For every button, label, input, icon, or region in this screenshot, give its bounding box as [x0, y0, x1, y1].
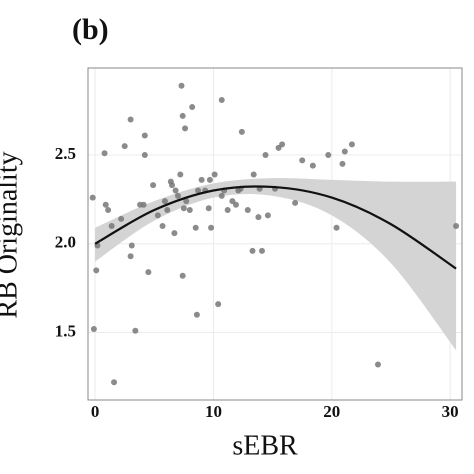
data-point	[309, 162, 316, 169]
data-point	[105, 207, 112, 214]
data-point	[101, 150, 108, 157]
data-point	[177, 171, 184, 178]
data-point	[189, 104, 196, 111]
data-point	[205, 205, 212, 212]
data-point	[182, 125, 189, 132]
data-point	[264, 212, 271, 219]
data-point	[127, 253, 134, 260]
x-axis-label: sEBR	[232, 430, 298, 461]
data-point	[198, 176, 205, 183]
data-point	[140, 201, 147, 208]
data-point	[211, 171, 218, 178]
data-point	[333, 224, 340, 231]
data-point	[145, 269, 152, 276]
y-axis-label: RB Originality	[0, 151, 23, 318]
data-point	[174, 192, 181, 199]
data-point	[250, 171, 257, 178]
data-point	[249, 247, 256, 254]
data-point	[341, 148, 348, 155]
data-point	[159, 223, 166, 230]
x-tick-label: 20	[323, 402, 340, 421]
data-point	[218, 96, 225, 103]
data-point	[183, 198, 190, 205]
x-tick-label: 10	[205, 402, 222, 421]
data-point	[208, 224, 215, 231]
x-tick-label: 30	[442, 402, 459, 421]
data-point	[180, 205, 187, 212]
data-point	[161, 198, 168, 205]
data-point	[141, 132, 148, 139]
data-point	[193, 311, 200, 318]
data-point	[108, 223, 115, 230]
y-tick-label: 2.0	[55, 233, 76, 252]
chart-title: (b)	[72, 13, 109, 46]
data-point	[121, 143, 128, 150]
data-point	[150, 182, 157, 189]
data-point	[178, 82, 185, 89]
data-point	[195, 187, 202, 194]
data-point	[89, 194, 96, 201]
data-point	[348, 141, 355, 148]
data-point	[292, 199, 299, 206]
data-point	[255, 214, 262, 221]
plot-frame	[87, 67, 463, 401]
data-point	[179, 272, 186, 279]
data-point	[164, 207, 171, 214]
data-point	[238, 128, 245, 135]
data-point	[128, 242, 135, 249]
data-point	[299, 157, 306, 164]
confidence-band	[95, 177, 457, 351]
data-point	[102, 201, 109, 208]
data-point	[132, 327, 139, 334]
data-point	[218, 192, 225, 199]
data-point	[171, 230, 178, 237]
data-point	[224, 207, 231, 214]
data-point	[169, 182, 176, 189]
data-point	[339, 160, 346, 167]
data-point	[374, 361, 381, 368]
y-tick-label: 2.5	[55, 144, 76, 163]
data-point	[186, 207, 193, 214]
y-tick-label: 1.5	[55, 321, 76, 340]
data-point	[192, 224, 199, 231]
data-point	[453, 223, 460, 230]
data-point	[215, 301, 222, 308]
data-point	[154, 212, 161, 219]
data-point	[206, 176, 213, 183]
fit-line	[94, 185, 457, 270]
data-point	[232, 201, 239, 208]
data-point	[111, 379, 118, 386]
data-point	[244, 207, 251, 214]
data-point	[179, 112, 186, 119]
data-point	[93, 267, 100, 274]
data-point	[172, 187, 179, 194]
data-point	[118, 215, 125, 222]
x-tick-label: 0	[91, 402, 100, 421]
data-point	[262, 151, 269, 158]
data-point	[141, 151, 148, 158]
data-point	[325, 151, 332, 158]
data-point	[127, 116, 134, 123]
data-point	[90, 325, 97, 332]
data-point	[279, 141, 286, 148]
data-point	[258, 247, 265, 254]
